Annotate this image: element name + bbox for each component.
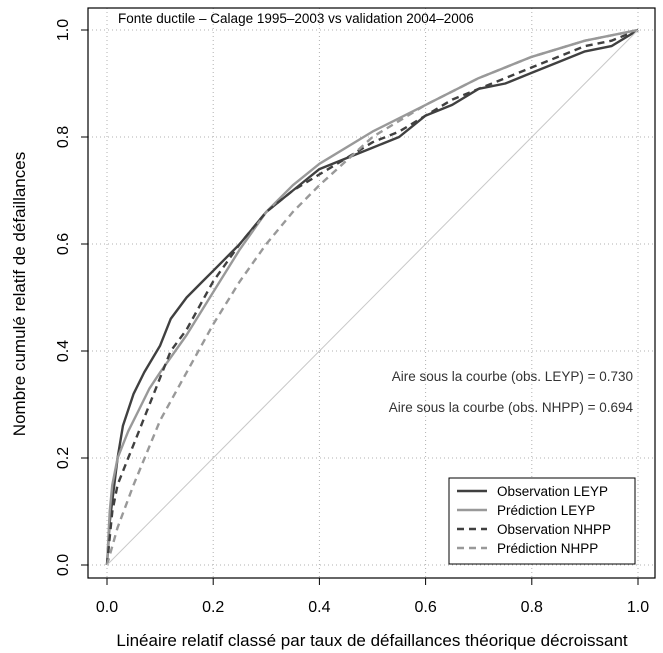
annotation-auc-leyp: Aire sous la courbe (obs. LEYP) = 0.730 — [392, 369, 633, 384]
plot-frame — [87, 7, 656, 579]
x-tick-label: 0.4 — [308, 599, 330, 616]
x-tick-label: 1.0 — [627, 599, 649, 616]
series-line-3 — [105, 28, 639, 566]
legend: Observation LEYP Prédiction LEYP Observati… — [448, 477, 636, 565]
y-tick-label: 0.6 — [55, 233, 72, 255]
legend-label: Observation NHPP — [497, 522, 611, 537]
x-tick-label: 0.2 — [202, 599, 224, 616]
series-lines — [105, 28, 639, 566]
chart-title: Fonte ductile – Calage 1995–2003 vs vali… — [118, 11, 474, 26]
legend-items: Observation LEYP Prédiction LEYP Observati… — [457, 484, 611, 556]
y-axis-title: Nombre cumulé relatif de défaillances — [10, 152, 29, 436]
axis-ticks: 0.0 0.2 0.4 0.6 0.8 1.0 0.0 0.2 0.4 0.6 0.8 1.0 — [55, 19, 649, 616]
x-tick-label: 0.0 — [96, 599, 118, 616]
legend-label: Observation LEYP — [497, 484, 608, 499]
legend-box — [448, 477, 636, 565]
series-line-1 — [105, 28, 639, 566]
y-tick-label: 0.4 — [55, 340, 72, 362]
x-tick-label: 0.8 — [521, 599, 543, 616]
y-tick-label: 0.0 — [55, 554, 72, 576]
y-tick-label: 0.8 — [55, 126, 72, 148]
legend-label: Prédiction LEYP — [497, 503, 595, 518]
annotation-auc-nhpp: Aire sous la courbe (obs. NHPP) = 0.694 — [389, 400, 634, 415]
legend-label: Prédiction NHPP — [497, 541, 598, 556]
reference-diagonal-line — [106, 29, 639, 566]
y-tick-label: 0.2 — [55, 447, 72, 469]
y-tick-label: 1.0 — [55, 19, 72, 41]
x-tick-label: 0.6 — [414, 599, 436, 616]
x-axis-title: Linéaire relatif classé par taux de défa… — [116, 631, 628, 650]
